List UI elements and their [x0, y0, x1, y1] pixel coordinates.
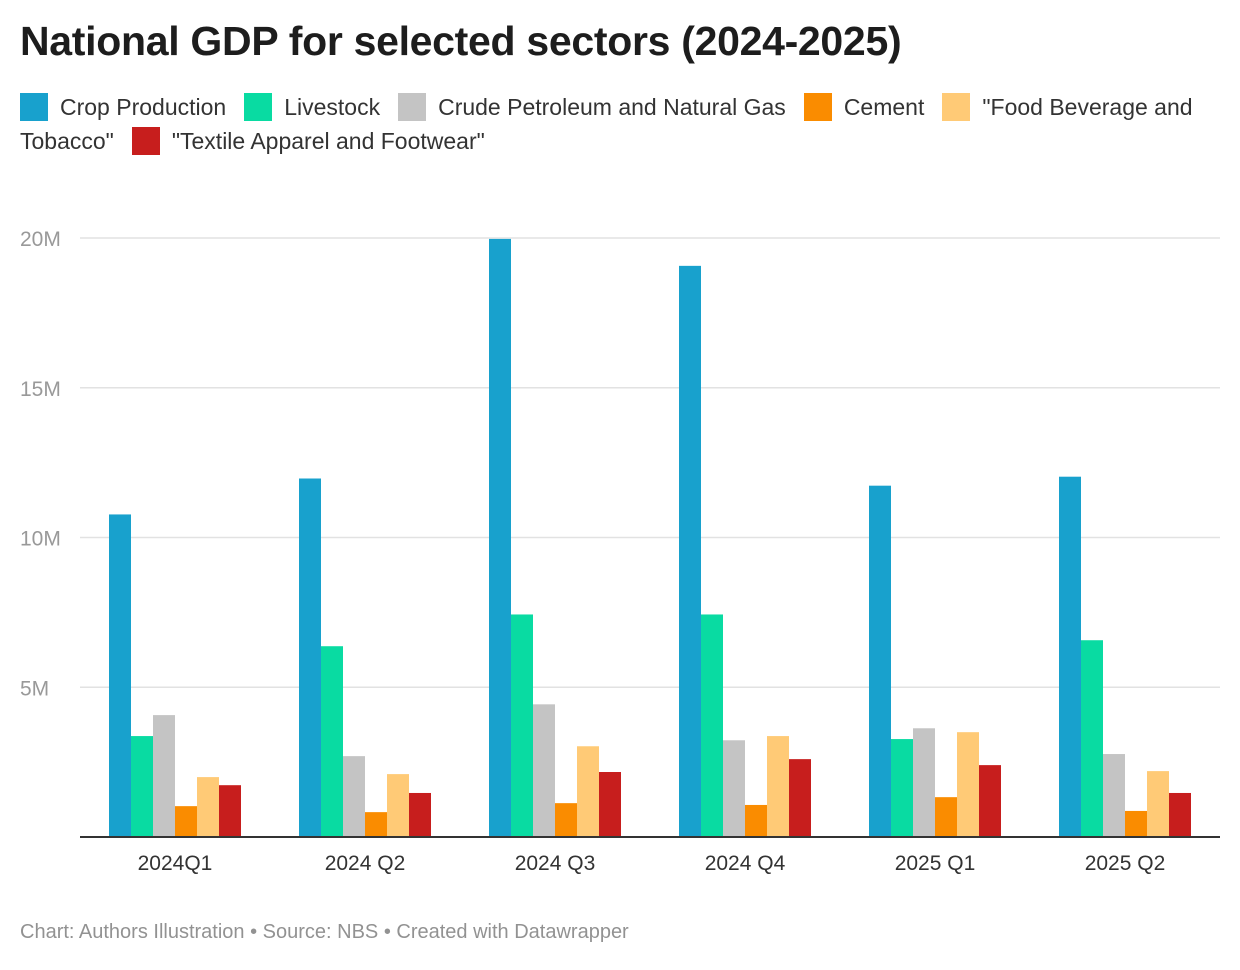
y-tick-label: 5M — [20, 677, 49, 700]
bar-3-0 — [679, 265, 701, 837]
legend-swatch — [20, 93, 48, 121]
bar-4-4 — [957, 732, 979, 837]
legend-swatch — [942, 93, 971, 121]
bar-3-3 — [745, 804, 767, 837]
bar-4-2 — [913, 728, 935, 837]
bar-4-0 — [869, 485, 891, 837]
bar-0-5 — [219, 785, 241, 837]
x-tick-label: 2025 Q1 — [895, 852, 976, 875]
bar-2-3 — [555, 803, 577, 837]
legend-item: Crop Production — [20, 93, 227, 121]
legend-label: "Textile Apparel and Footwear" — [171, 128, 485, 154]
bar-4-3 — [935, 797, 957, 837]
legend-swatch — [131, 127, 160, 155]
bar-5-0 — [1059, 476, 1081, 837]
x-tick-label: 2024 Q2 — [325, 852, 406, 875]
legend-label: Crop Production — [60, 94, 227, 120]
bar-1-4 — [387, 774, 409, 837]
bar-5-3 — [1125, 810, 1147, 837]
legend-label: Crude Petroleum and Natural Gas — [438, 94, 786, 120]
x-tick-label: 2024 Q4 — [705, 852, 786, 875]
bar-5-2 — [1103, 754, 1125, 837]
bar-5-1 — [1081, 640, 1103, 837]
chart-footer: Chart: Authors Illustration • Source: NB… — [20, 921, 629, 943]
legend-item: Livestock — [244, 93, 381, 121]
bar-3-1 — [701, 614, 723, 837]
bar-2-0 — [489, 238, 511, 837]
bar-1-5 — [409, 792, 431, 837]
bar-1-3 — [365, 812, 387, 837]
bar-0-1 — [131, 736, 153, 837]
bar-4-5 — [979, 765, 1001, 837]
legend-swatch — [803, 93, 832, 121]
legend-label: "Food Beverage and Tobacco" — [20, 94, 1193, 154]
bar-2-2 — [533, 704, 555, 837]
y-tick-label: 20M — [20, 228, 61, 251]
legend-label: Cement — [843, 94, 925, 120]
legend-item: "Textile Apparel and Footwear" — [131, 127, 485, 155]
bar-2-1 — [511, 614, 533, 837]
chart-title: National GDP for selected sectors (2024-… — [20, 18, 902, 64]
bar-3-2 — [723, 740, 745, 837]
x-tick-label: 2025 Q2 — [1085, 852, 1166, 875]
bar-0-3 — [175, 806, 197, 837]
legend-item: "Food Beverage and Tobacco" — [20, 93, 1193, 154]
legend-swatch — [244, 93, 273, 121]
bar-1-2 — [343, 756, 365, 837]
bar-1-0 — [299, 478, 321, 837]
x-tick-label: 2024Q1 — [138, 852, 213, 875]
bar-chart: 5M 10M 15M 20M 2024Q1 2024 Q2 2024 Q3 2024 Q4 20… — [20, 228, 1220, 875]
bar-3-5 — [789, 759, 811, 837]
bar-0-0 — [109, 514, 131, 837]
bar-1-1 — [321, 646, 343, 837]
legend-item: Cement — [803, 93, 925, 121]
bar-2-5 — [599, 772, 621, 837]
bar-3-4 — [767, 736, 789, 837]
legend-item: Crude Petroleum and Natural Gas — [398, 93, 786, 121]
legend: Crop Production Livestock Crude Petroleum … — [20, 90, 1220, 158]
bar-5-4 — [1147, 771, 1169, 837]
legend-swatch — [398, 93, 427, 121]
x-tick-label: 2024 Q3 — [515, 852, 596, 875]
bar-0-4 — [197, 777, 219, 837]
bar-4-1 — [891, 739, 913, 837]
bar-2-4 — [577, 746, 599, 837]
bar-5-5 — [1169, 792, 1191, 837]
y-tick-label: 15M — [20, 378, 61, 401]
y-tick-label: 10M — [20, 528, 61, 551]
bar-0-2 — [153, 715, 175, 837]
legend-label: Livestock — [284, 94, 381, 120]
